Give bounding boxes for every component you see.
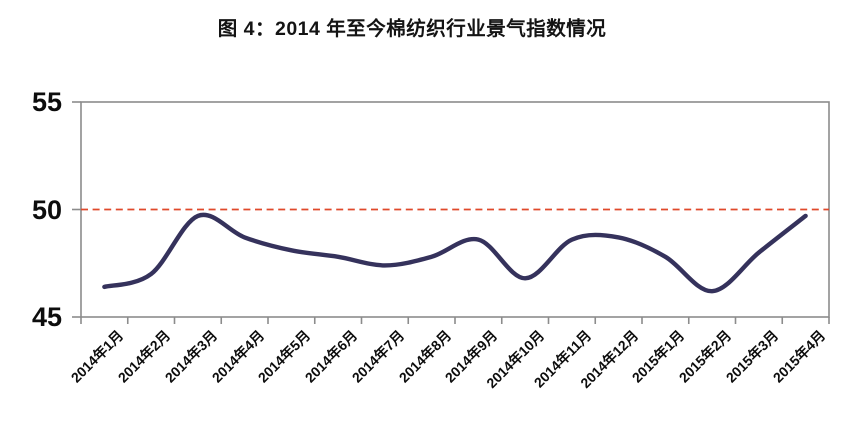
y-axis-label: 50 [31,194,62,225]
y-axis-label: 55 [31,87,62,117]
prosperity-index-line [102,212,808,294]
y-axis-label: 45 [31,302,62,332]
chart-title: 图 4：2014 年至今棉纺织行业景气指数情况 [217,18,607,40]
